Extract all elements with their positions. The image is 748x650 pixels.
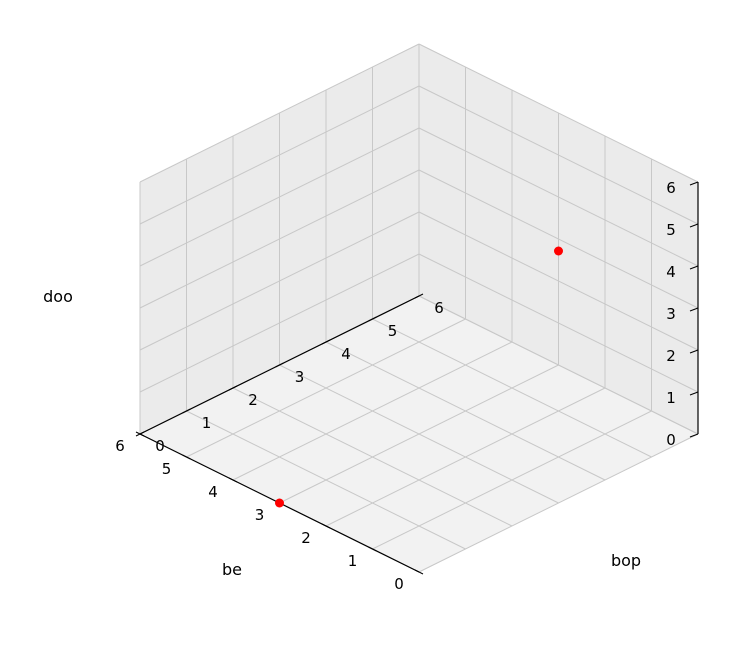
y-tick-label: 0 — [155, 437, 165, 455]
floor-grid-line — [372, 318, 652, 458]
x-tick-label: 6 — [115, 437, 125, 455]
z-tick — [689, 349, 699, 354]
z-axis-label: doo — [43, 287, 73, 306]
z-tick-label: 0 — [666, 431, 676, 449]
y-tick — [321, 339, 331, 345]
z-tick-label: 3 — [666, 305, 676, 323]
wall-grid-line — [139, 43, 420, 183]
z-tick — [689, 433, 699, 438]
wall-grid-line — [418, 43, 699, 183]
x-tick — [414, 569, 424, 575]
wall-grid-line — [418, 85, 699, 225]
points-group — [275, 246, 563, 508]
floor-grid-line — [418, 295, 699, 435]
data-point — [554, 246, 563, 256]
x-tick-label: 1 — [348, 552, 358, 570]
z-tick-label: 1 — [666, 389, 676, 407]
y-tick — [135, 431, 145, 437]
x-tick-label: 5 — [162, 460, 172, 478]
y-tick — [414, 293, 424, 299]
x-tick-label: 4 — [208, 483, 218, 501]
z-tick — [689, 265, 699, 270]
z-tick-label: 6 — [666, 179, 676, 197]
y-tick — [275, 362, 284, 368]
z-tick — [689, 223, 699, 228]
z-tick — [689, 307, 699, 312]
x-tick — [228, 477, 238, 483]
x-tick-label: 2 — [301, 529, 311, 547]
x-tick-label: 3 — [255, 506, 265, 524]
tick-group: 0 1 2 3 4 5 6 0 1 2 3 4 5 6 0 1 2 3 4 5 6 — [115, 179, 699, 593]
y-tick-label: 2 — [248, 391, 258, 409]
wall-grid-line — [139, 85, 420, 225]
x-tick — [321, 523, 331, 529]
x-tick-label: 0 — [394, 575, 404, 593]
z-tick-label: 5 — [666, 221, 676, 239]
y-tick — [368, 316, 377, 322]
x-tick — [182, 454, 191, 460]
z-tick-label: 4 — [666, 263, 676, 281]
data-point — [275, 498, 284, 508]
y-axis-label: bop — [611, 551, 641, 570]
y-tick-label: 4 — [341, 345, 351, 363]
x-tick — [368, 546, 377, 552]
y-tick — [182, 408, 191, 414]
x-axis-label: be — [222, 560, 242, 579]
y-tick-label: 6 — [434, 299, 444, 317]
y-tick-label: 5 — [388, 322, 398, 340]
y-tick-label: 1 — [202, 414, 212, 432]
z-tick-label: 2 — [666, 347, 676, 365]
z-tick — [689, 181, 699, 186]
y-tick-label: 3 — [295, 368, 305, 386]
y-tick — [228, 385, 238, 391]
z-tick — [689, 391, 699, 396]
